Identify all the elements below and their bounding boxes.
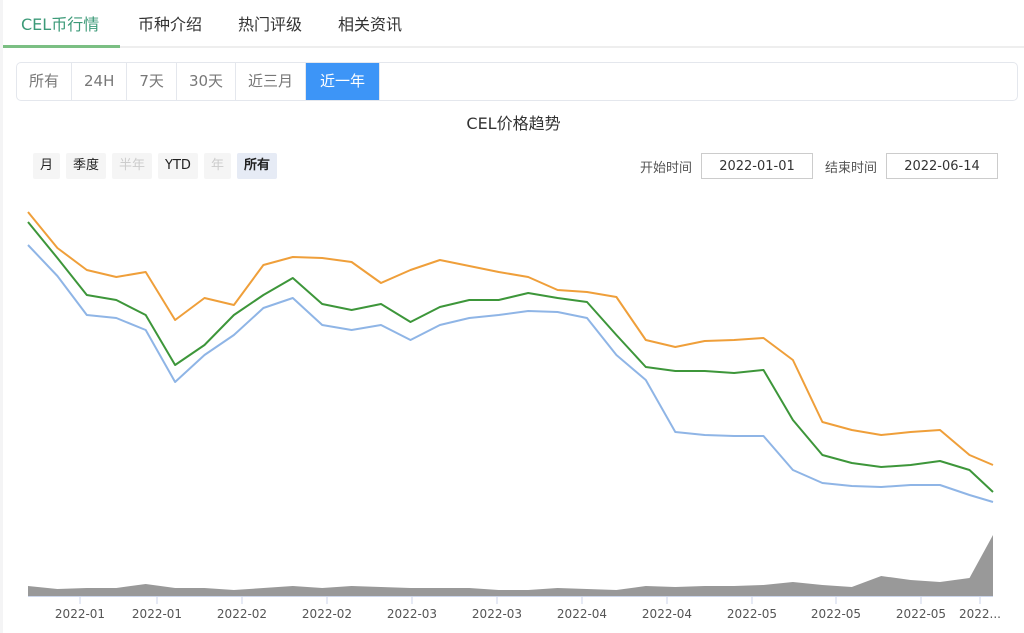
zoom-quarter[interactable]: 季度 bbox=[66, 153, 107, 179]
price-line-1 bbox=[27, 221, 994, 493]
start-label: 开始时间 bbox=[639, 160, 692, 176]
zoom-buttons: 月 季度 半年 YTD 年 所有 bbox=[33, 153, 277, 179]
x-tick-label: 2022-04 bbox=[642, 607, 692, 621]
x-tick-label: 2022-05 bbox=[811, 607, 861, 621]
x-tick-label: 2022-05 bbox=[896, 607, 946, 621]
chart-title: CEL价格趋势 bbox=[466, 114, 561, 133]
range-3m[interactable]: 近三月 bbox=[236, 63, 307, 100]
range-selector: 所有 24H 7天 30天 近三月 近一年 bbox=[16, 62, 1018, 101]
x-tick-label: 2022-03 bbox=[472, 607, 522, 621]
range-30d[interactable]: 30天 bbox=[177, 63, 237, 100]
tab-cel-market[interactable]: CEL币行情 bbox=[3, 0, 120, 48]
x-tick-label: 2022-01 bbox=[132, 607, 182, 621]
price-line-2 bbox=[27, 244, 994, 503]
tab-coin-intro[interactable]: 币种介绍 bbox=[138, 15, 203, 34]
range-7d[interactable]: 7天 bbox=[127, 63, 177, 100]
end-label: 结束时间 bbox=[824, 160, 877, 176]
zoom-year: 年 bbox=[203, 153, 231, 179]
tab-bar: CEL币行情 币种介绍 热门评级 相关资讯 bbox=[3, 0, 1024, 48]
zoom-ytd[interactable]: YTD bbox=[158, 153, 198, 179]
start-date-input[interactable] bbox=[700, 153, 813, 179]
date-range: 开始时间 结束时间 bbox=[640, 153, 998, 179]
range-1y[interactable]: 近一年 bbox=[306, 63, 381, 100]
end-date-input[interactable] bbox=[886, 153, 998, 179]
zoom-half-year: 半年 bbox=[112, 153, 153, 179]
x-tick-label: 2022-04 bbox=[557, 607, 607, 621]
tab-news[interactable]: 相关资讯 bbox=[338, 15, 403, 34]
zoom-month[interactable]: 月 bbox=[33, 153, 61, 179]
range-24h[interactable]: 24H bbox=[72, 63, 128, 100]
price-line-0 bbox=[27, 211, 994, 466]
x-tick-label: 2022-02 bbox=[302, 607, 352, 621]
x-tick-label: 2022... bbox=[959, 607, 1001, 621]
tab-ratings[interactable]: 热门评级 bbox=[238, 15, 303, 34]
x-tick-label: 2022-02 bbox=[217, 607, 267, 621]
x-tick-label: 2022-01 bbox=[55, 607, 105, 621]
range-all[interactable]: 所有 bbox=[17, 63, 73, 100]
volume-area bbox=[28, 535, 993, 596]
x-tick-label: 2022-05 bbox=[727, 607, 777, 621]
x-tick-label: 2022-03 bbox=[387, 607, 437, 621]
zoom-all[interactable]: 所有 bbox=[236, 153, 277, 179]
